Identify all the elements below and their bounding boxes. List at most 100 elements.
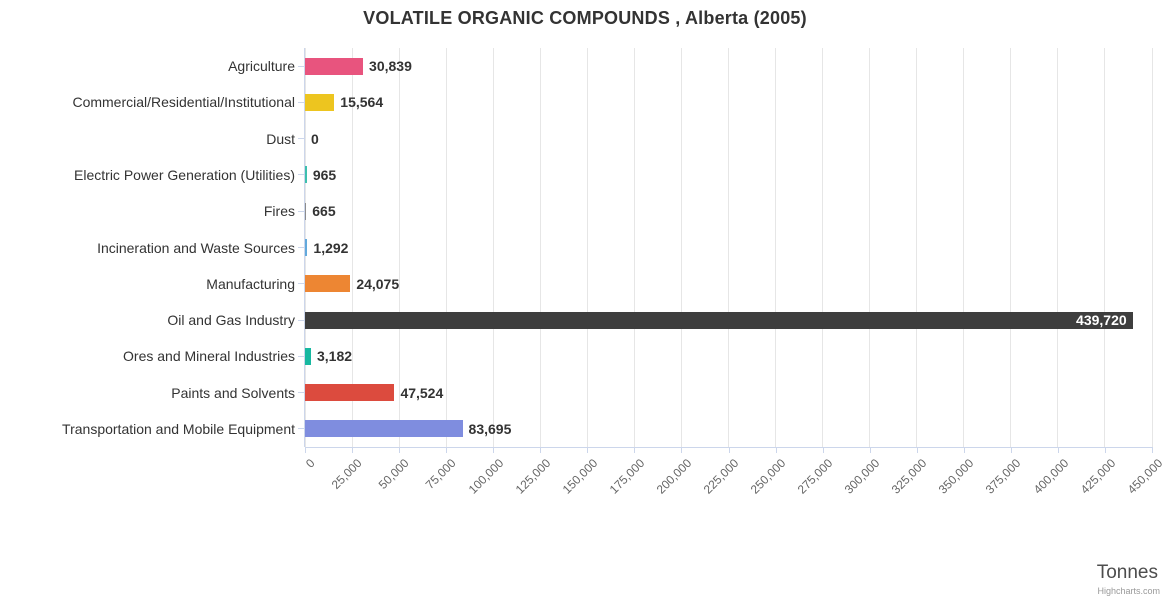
- x-tick-label: 425,000: [1077, 456, 1118, 497]
- x-tick-label: 25,000: [329, 456, 365, 492]
- x-tick-mark: [493, 447, 495, 453]
- x-tick-mark: [305, 447, 306, 453]
- bar-value-label: 15,564: [340, 94, 384, 111]
- y-tick-mark: [298, 174, 304, 176]
- category-label: Oil and Gas Industry: [167, 312, 295, 329]
- y-axis-line: [304, 48, 305, 447]
- x-tick-label: 75,000: [423, 456, 460, 492]
- x-tick-label: 225,000: [700, 456, 742, 497]
- bar-value-label: 439,720: [1076, 312, 1127, 329]
- bar-value-label: 83,695: [468, 420, 512, 437]
- x-tick-label: 0: [303, 456, 318, 471]
- x-tick-label: 450,000: [1124, 456, 1165, 497]
- highcharts-credit[interactable]: Highcharts.com: [1097, 586, 1160, 596]
- y-tick-mark: [298, 392, 304, 394]
- gridline: [1151, 48, 1153, 447]
- x-tick-mark: [1152, 447, 1153, 453]
- y-tick-mark: [298, 319, 304, 321]
- gridline: [1104, 48, 1106, 447]
- bar-value-label: 665: [312, 203, 336, 220]
- gridline: [492, 48, 494, 447]
- x-tick-label: 400,000: [1030, 456, 1071, 497]
- x-tick-mark: [728, 447, 730, 453]
- x-tick-mark: [587, 447, 589, 453]
- gridline: [445, 48, 447, 447]
- bar[interactable]: [305, 166, 307, 184]
- category-label: Ores and Mineral Industries: [123, 348, 295, 365]
- gridline: [728, 48, 729, 447]
- bar-value-label: 24,075: [356, 275, 400, 292]
- bar-value-label: 0: [311, 130, 319, 147]
- category-label: Transportation and Mobile Equipment: [62, 420, 295, 437]
- x-tick-label: 300,000: [841, 456, 883, 497]
- x-axis-title: Tonnes: [1096, 562, 1158, 583]
- x-tick-mark: [1104, 447, 1106, 453]
- gridline: [633, 48, 635, 447]
- bar[interactable]: [305, 239, 308, 256]
- x-tick-label: 125,000: [512, 456, 554, 497]
- x-tick-mark: [540, 447, 542, 453]
- bar[interactable]: [305, 93, 335, 111]
- category-label: Incineration and Waste Sources: [97, 239, 295, 256]
- chart-title: VOLATILE ORGANIC COMPOUNDS , Alberta (20…: [363, 8, 807, 28]
- gridline: [916, 48, 918, 447]
- y-tick-mark: [298, 355, 304, 357]
- plot-area: 30,839 15,564 0 965 665 1,292 24,075 439,720 3,1…: [304, 48, 1153, 447]
- category-label: Electric Power Generation (Utilities): [74, 166, 295, 183]
- bar[interactable]: [305, 202, 307, 220]
- y-tick-mark: [298, 138, 304, 140]
- x-tick-label: 200,000: [653, 456, 695, 497]
- y-tick-mark: [298, 210, 304, 212]
- bar-value-label: 3,182: [316, 348, 353, 365]
- gridline: [586, 48, 588, 447]
- x-tick-mark: [352, 447, 354, 453]
- x-tick-mark: [681, 447, 683, 453]
- x-tick-mark: [869, 447, 871, 453]
- bar-value-label: 47,524: [400, 384, 444, 401]
- x-tick-mark: [822, 447, 824, 453]
- y-tick-mark: [298, 283, 304, 285]
- gridline: [539, 48, 541, 447]
- gridline: [351, 48, 353, 447]
- category-label: Paints and Solvents: [171, 384, 295, 401]
- bar[interactable]: [305, 347, 311, 365]
- category-label: Commercial/Residential/Institutional: [72, 94, 295, 111]
- bar[interactable]: [305, 57, 364, 75]
- x-tick-mark: [775, 447, 777, 453]
- x-tick-mark: [634, 447, 636, 453]
- category-label: Manufacturing: [206, 275, 295, 292]
- y-tick-mark: [298, 428, 304, 430]
- x-axis-line: [305, 447, 1153, 448]
- bar-value-label: 1,292: [313, 239, 349, 256]
- x-tick-label: 350,000: [936, 456, 977, 497]
- x-tick-mark: [1057, 447, 1059, 453]
- gridline: [398, 48, 400, 447]
- x-tick-label: 375,000: [983, 456, 1024, 497]
- gridline: [775, 48, 777, 447]
- category-label: Dust: [266, 130, 295, 147]
- bar[interactable]: [305, 275, 351, 293]
- bar[interactable]: [305, 384, 395, 402]
- x-tick-label: 325,000: [889, 456, 930, 497]
- y-tick-mark: [298, 101, 304, 103]
- bar-value-label: 965: [312, 166, 337, 183]
- bar[interactable]: [305, 311, 1133, 329]
- x-tick-mark: [1010, 447, 1012, 453]
- bar[interactable]: [305, 420, 463, 438]
- gridline: [963, 48, 965, 447]
- x-tick-mark: [916, 447, 918, 453]
- x-tick-label: 175,000: [606, 456, 648, 497]
- x-tick-label: 275,000: [794, 456, 836, 497]
- category-label: Fires: [263, 203, 295, 220]
- gridline: [822, 48, 824, 447]
- x-tick-mark: [399, 447, 401, 453]
- y-tick-mark: [298, 65, 304, 67]
- x-tick-label: 250,000: [747, 456, 789, 497]
- gridline: [1057, 48, 1059, 447]
- x-tick-label: 100,000: [465, 456, 507, 497]
- y-tick-mark: [298, 247, 304, 248]
- x-tick-label: 150,000: [559, 456, 601, 497]
- x-tick-label: 50,000: [376, 456, 413, 492]
- gridline: [869, 48, 871, 447]
